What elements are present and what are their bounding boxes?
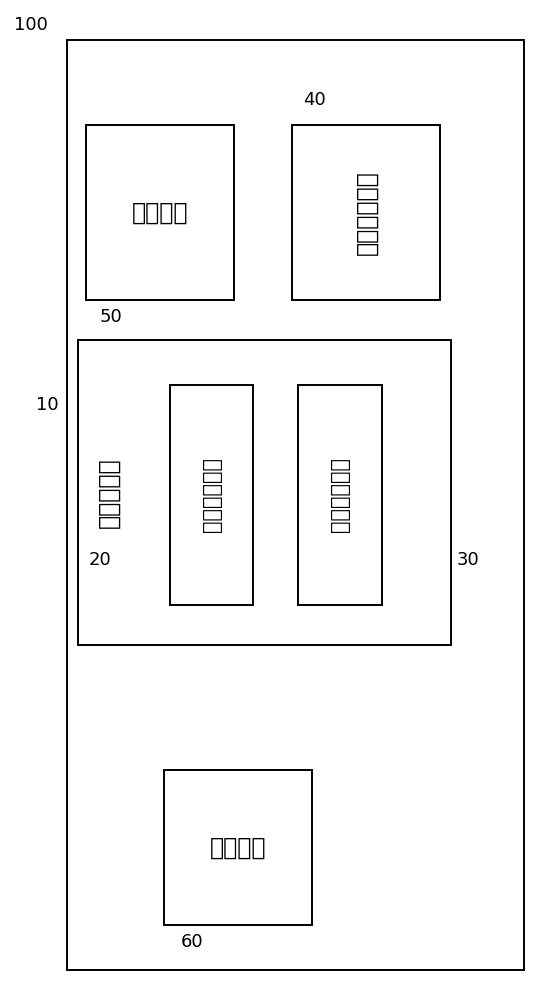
Text: 30: 30 xyxy=(457,551,479,569)
Bar xyxy=(164,770,312,925)
Text: 第二模具结构: 第二模具结构 xyxy=(330,458,350,532)
Text: 10: 10 xyxy=(36,396,58,414)
Text: 40: 40 xyxy=(304,91,326,109)
Text: 50: 50 xyxy=(100,308,123,326)
Bar xyxy=(78,340,451,645)
Text: 100: 100 xyxy=(14,16,47,34)
Bar xyxy=(170,385,253,605)
Text: 升降驱动模块: 升降驱动模块 xyxy=(354,170,378,255)
Text: 20: 20 xyxy=(89,551,111,569)
Bar xyxy=(298,385,382,605)
Bar xyxy=(292,125,440,300)
Bar xyxy=(67,40,524,970)
Text: 冲压模块: 冲压模块 xyxy=(132,200,188,225)
Text: 60: 60 xyxy=(181,933,203,951)
Bar xyxy=(86,125,234,300)
Text: 加热模块: 加热模块 xyxy=(210,836,266,859)
Text: 固定架组件: 固定架组件 xyxy=(96,457,121,528)
Text: 第一模具结构: 第一模具结构 xyxy=(202,458,222,532)
